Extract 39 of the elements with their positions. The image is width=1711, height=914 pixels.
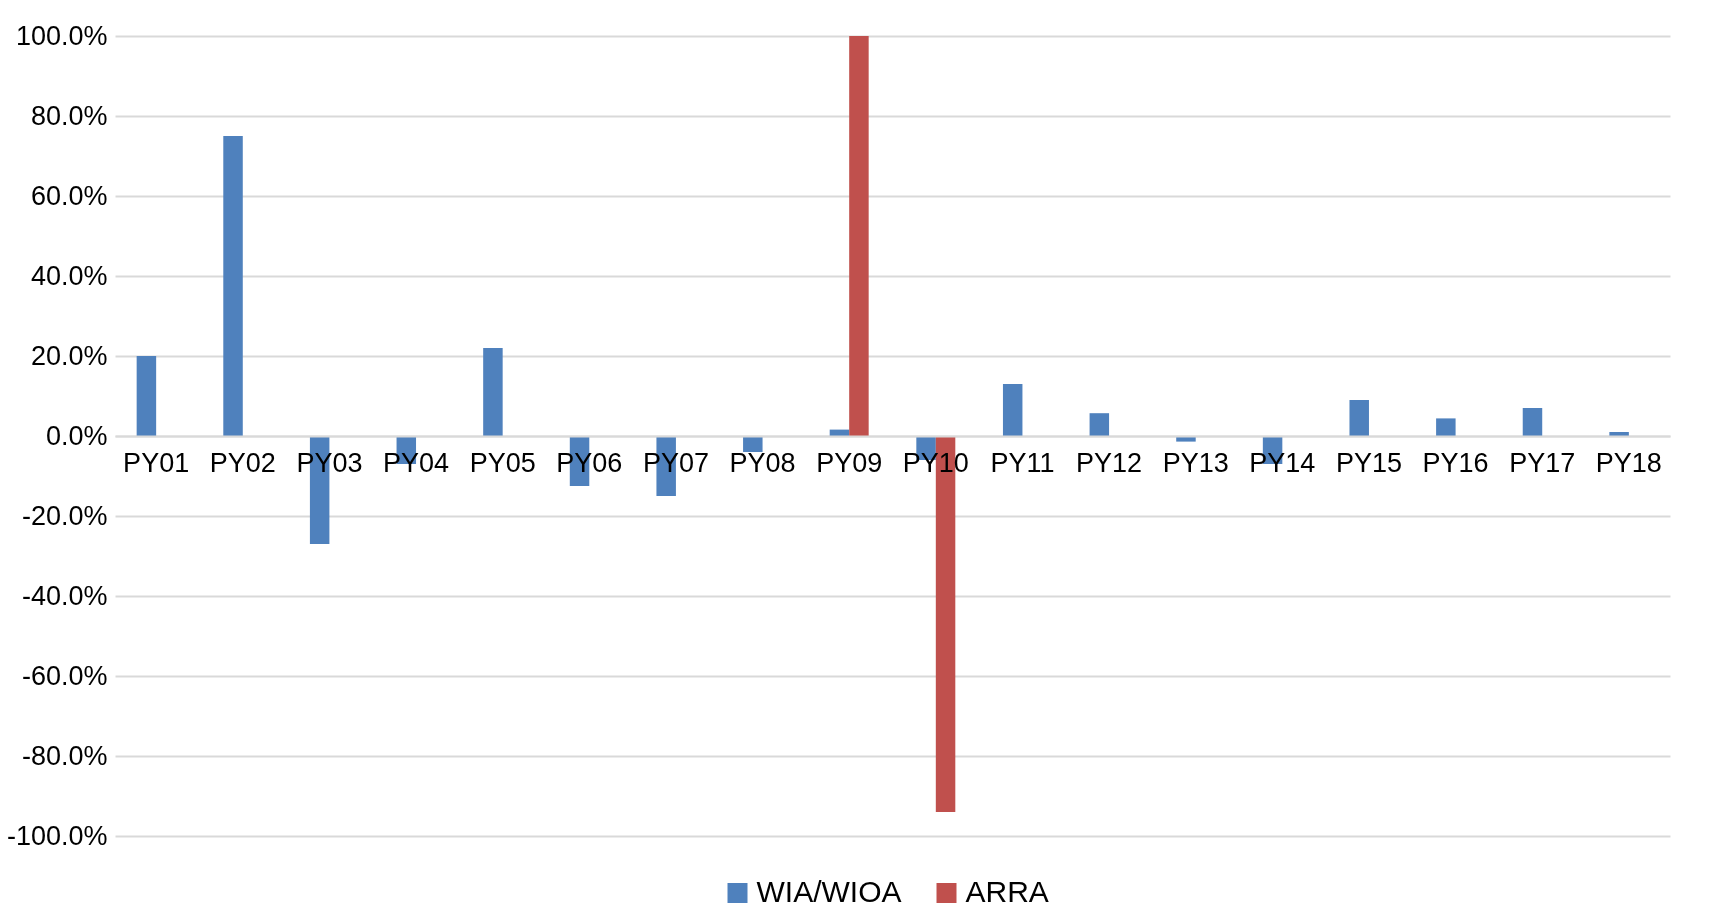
bar: [849, 36, 869, 436]
bar: [483, 348, 503, 436]
bar: [1609, 432, 1629, 436]
bar: [1002, 384, 1023, 436]
x-tick-label: PY08: [729, 447, 796, 478]
bar: [223, 136, 243, 436]
x-tick-label: PY09: [816, 447, 883, 478]
legend-label: ARRA: [965, 875, 1049, 908]
x-tick-label: PY18: [1595, 447, 1662, 478]
x-tick-label: PY05: [469, 447, 536, 478]
x-tick-label: PY17: [1509, 447, 1576, 478]
bar: [1436, 418, 1456, 436]
x-tick-label: PY01: [123, 447, 190, 478]
y-tick-label: 60.0%: [30, 180, 108, 211]
y-tick-label: -100.0%: [6, 820, 108, 851]
x-tick-label: PY11: [990, 447, 1055, 478]
x-tick-label: PY16: [1422, 447, 1489, 478]
y-tick-label: 0.0%: [45, 420, 108, 451]
bar: [136, 356, 157, 436]
x-tick-label: PY04: [383, 447, 450, 478]
y-tick-label: 80.0%: [30, 100, 108, 131]
y-tick-label: 40.0%: [30, 260, 108, 291]
x-tick-label: PY14: [1249, 447, 1316, 478]
bar: [829, 429, 850, 436]
legend-label: WIA/WIOA: [756, 875, 902, 908]
y-tick-label: -20.0%: [21, 500, 108, 531]
x-tick-label: PY13: [1162, 447, 1229, 478]
x-tick-label: PY15: [1335, 447, 1402, 478]
bar: [1522, 408, 1543, 436]
y-tick-label: -40.0%: [21, 580, 108, 611]
bar: [743, 436, 763, 452]
bar: [1089, 413, 1110, 436]
bar: [1349, 400, 1369, 436]
x-tick-label: PY02: [209, 447, 276, 478]
x-tick-label: PY12: [1076, 447, 1143, 478]
y-tick-label: -80.0%: [21, 740, 108, 771]
y-tick-label: 100.0%: [15, 20, 108, 51]
y-tick-label: -60.0%: [21, 660, 108, 691]
y-tick-label: 20.0%: [30, 340, 108, 371]
